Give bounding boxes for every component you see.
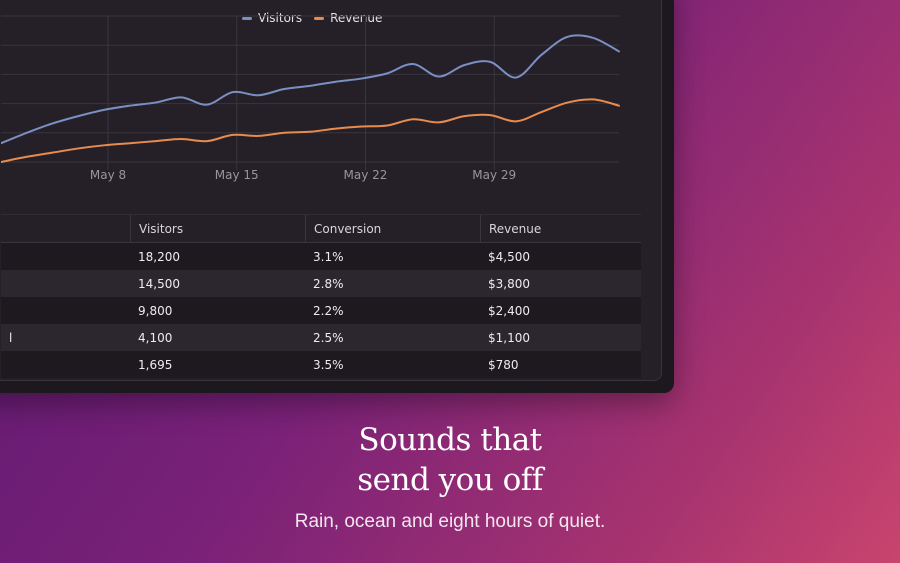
cell-revenue: $780 (488, 357, 519, 372)
chart-legend: Visitors Revenue (242, 11, 382, 25)
analytics-panel: Visitors Revenue May 8 May 15 May 22 May 29… (0, 0, 662, 381)
legend-item-revenue[interactable]: Revenue (314, 11, 382, 25)
hero-title-line-2: send you off (357, 462, 543, 498)
series-line-revenue[interactable] (1, 98, 620, 163)
cell-conversion: 3.1% (313, 249, 344, 264)
cell-conversion: 2.8% (313, 276, 344, 291)
cell-name (1, 243, 130, 270)
cell-revenue: $4,500 (488, 249, 530, 264)
x-tick-label: May 15 (215, 168, 259, 182)
cell-conversion: 2.5% (313, 330, 344, 345)
cell-visitors: 9,800 (138, 303, 173, 318)
table-row[interactable]: 18,200 3.1% $4,500 (1, 243, 641, 270)
header-revenue[interactable]: Revenue (480, 215, 641, 242)
stats-table: Visitors Conversion Revenue 18,200 3.1% … (1, 214, 641, 378)
app-window: Visitors Revenue May 8 May 15 May 22 May 29… (0, 0, 674, 393)
cell-visitors: 18,200 (138, 249, 180, 264)
cell-conversion: 2.2% (313, 303, 344, 318)
legend-swatch-revenue (314, 16, 325, 20)
table-row[interactable]: 14,500 2.8% $3,800 (1, 270, 641, 297)
chart-series (1, 34, 620, 163)
cell-visitors: 4,100 (138, 330, 173, 345)
table-row[interactable]: l 4,100 2.5% $1,100 (1, 324, 641, 351)
cell-name (1, 270, 130, 297)
legend-swatch-visitors (242, 16, 252, 20)
line-chart: May 8 May 15 May 22 May 29 (1, 15, 620, 182)
legend-item-visitors[interactable]: Visitors (242, 11, 302, 25)
cell-visitors: 14,500 (138, 276, 180, 291)
legend-label-visitors: Visitors (258, 11, 303, 25)
x-tick-label: May 8 (90, 168, 126, 182)
table-header-row: Visitors Conversion Revenue (1, 214, 641, 243)
header-conversion[interactable]: Conversion (305, 215, 480, 242)
chart-x-ticks: May 8 May 15 May 22 May 29 (90, 168, 516, 182)
cell-name (1, 351, 130, 378)
legend-label-revenue: Revenue (330, 11, 383, 25)
hero-title-line-1: Sounds that (358, 422, 542, 458)
cell-name: l (9, 330, 13, 345)
x-tick-label: May 22 (344, 168, 388, 182)
cell-conversion: 3.5% (313, 357, 344, 372)
hero-subtitle: Rain, ocean and eight hours of quiet. (294, 511, 606, 532)
table-row[interactable]: 1,695 3.5% $780 (1, 351, 641, 378)
chart-grid (1, 15, 619, 170)
cell-visitors: 1,695 (138, 357, 173, 372)
header-name[interactable] (1, 215, 130, 242)
cell-name (1, 297, 130, 324)
header-visitors[interactable]: Visitors (130, 215, 305, 242)
hero-title: Sounds that send you off (0, 420, 900, 500)
cell-revenue: $3,800 (488, 276, 530, 291)
table-row[interactable]: 9,800 2.2% $2,400 (1, 297, 641, 324)
cell-revenue: $1,100 (488, 330, 530, 345)
series-line-visitors[interactable] (1, 34, 620, 145)
cell-revenue: $2,400 (488, 303, 530, 318)
x-tick-label: May 29 (472, 168, 516, 182)
